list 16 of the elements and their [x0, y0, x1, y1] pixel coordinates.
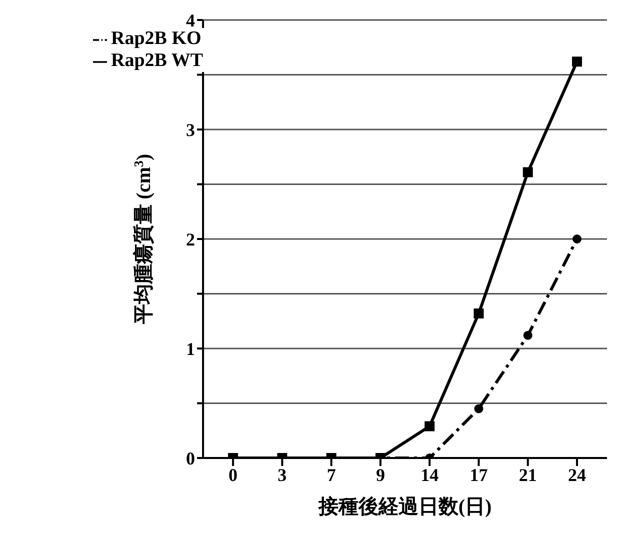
y-tick-label: 1	[186, 338, 196, 359]
y-tick-label: 2	[186, 229, 196, 250]
x-tick-label: 7	[326, 464, 336, 485]
legend-label: Rap2B KO	[111, 28, 202, 49]
x-tick-label: 17	[470, 464, 488, 485]
legend-label: Rap2B WT	[111, 50, 204, 71]
x-tick-label: 9	[376, 464, 385, 485]
x-tick-label: 21	[518, 464, 537, 485]
x-axis-title: 接種後経過日数(日)	[317, 495, 492, 518]
x-tick-label: 0	[228, 464, 238, 485]
y-tick-label: 3	[186, 120, 196, 140]
x-tick-label: 24	[568, 464, 586, 485]
y-tick-label: 0	[186, 448, 196, 468]
x-tick-label: 14	[420, 464, 439, 485]
x-tick-label: 3	[278, 464, 287, 485]
y-tick-label: 4	[186, 10, 196, 30]
